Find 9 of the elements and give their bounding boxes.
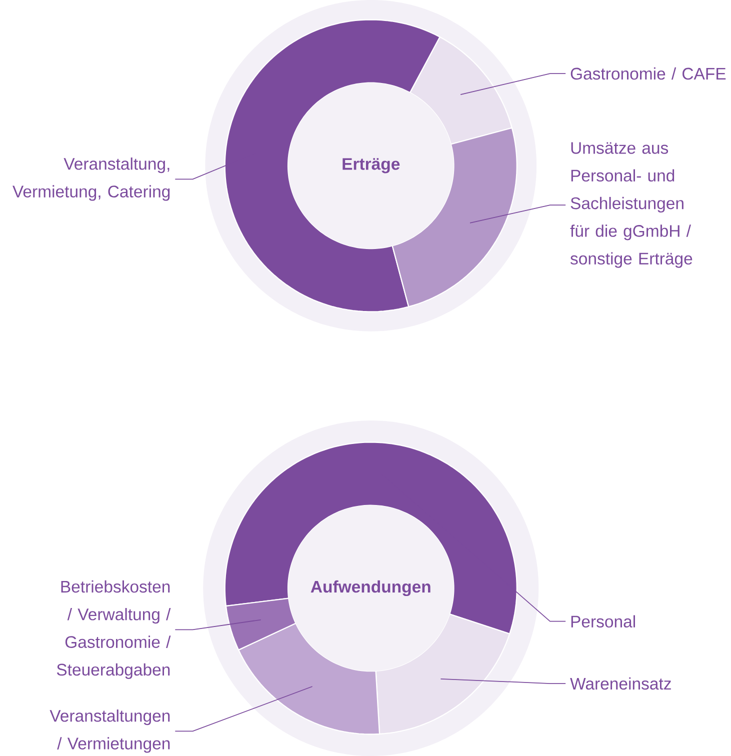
slice-label: Personal bbox=[571, 615, 636, 628]
slice-label: Veranstaltung, Vermietung, Catering bbox=[12, 158, 170, 201]
slice-label: Umsätze aus Personal- und Sachleistungen für die gGmbH / sonstige Erträge bbox=[570, 142, 692, 268]
slice-label: Veranstaltungen / Vermietungen bbox=[50, 710, 170, 753]
slice-label: Wareneinsatz bbox=[570, 677, 672, 690]
text: Aufwendungen bbox=[310, 580, 430, 596]
slice-label: Gastronomie / CAFE bbox=[570, 67, 726, 80]
text: Erträge bbox=[342, 158, 400, 174]
slice-label: Betriebskosten / Verwaltung / Gastronomie / Steuerabgaben bbox=[57, 580, 171, 679]
